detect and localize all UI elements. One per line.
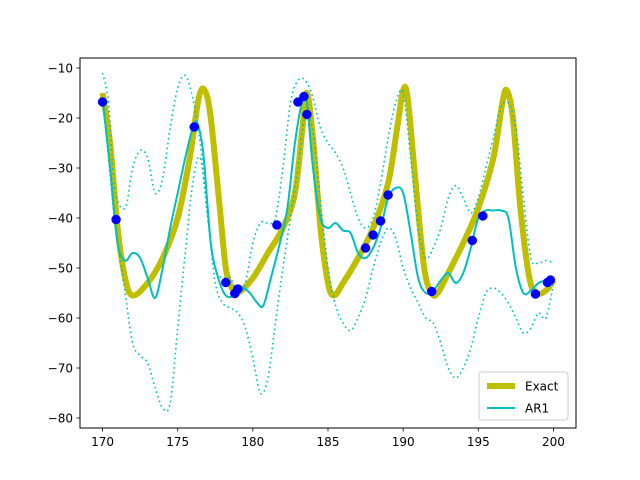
data-point-marker bbox=[272, 220, 282, 230]
data-point-marker bbox=[530, 289, 541, 299]
x-tick-label: 180 bbox=[241, 435, 264, 449]
data-point-marker bbox=[293, 97, 303, 107]
series-line-exact bbox=[99, 83, 556, 299]
x-tick-label: 170 bbox=[91, 435, 114, 449]
data-point-marker bbox=[426, 286, 437, 297]
y-tick-label: −30 bbox=[48, 161, 73, 175]
legend: Exact AR1 bbox=[478, 371, 569, 421]
data-point-marker bbox=[221, 277, 231, 288]
band-lower-line bbox=[101, 97, 555, 413]
data-point-marker bbox=[360, 243, 371, 253]
data-point-marker bbox=[375, 216, 386, 226]
data-point-marker bbox=[299, 91, 309, 102]
y-axis: −80 −70 −60 −50 −40 −30 −20 −10 bbox=[48, 61, 80, 425]
y-tick-label: −80 bbox=[48, 411, 73, 425]
data-point-marker bbox=[368, 230, 378, 240]
data-point-marker bbox=[233, 284, 243, 294]
data-point-marker bbox=[478, 211, 488, 221]
x-tick-label: 195 bbox=[467, 435, 490, 449]
data-point-marker bbox=[545, 275, 556, 285]
y-tick-label: −70 bbox=[48, 361, 73, 375]
legend-label-exact: Exact bbox=[525, 379, 559, 393]
x-axis: 170 175 180 185 190 195 200 bbox=[91, 428, 565, 449]
x-tick-label: 200 bbox=[542, 435, 565, 449]
y-tick-label: −40 bbox=[48, 211, 73, 225]
series-layer bbox=[97, 72, 556, 413]
x-tick-label: 175 bbox=[166, 435, 189, 449]
y-tick-label: −60 bbox=[48, 311, 73, 325]
x-tick-label: 190 bbox=[392, 435, 415, 449]
y-tick-label: −50 bbox=[48, 261, 73, 275]
legend-label-ar1: AR1 bbox=[525, 401, 549, 415]
data-point-marker bbox=[302, 109, 312, 120]
data-point-marker bbox=[189, 122, 199, 132]
data-point-marker bbox=[97, 97, 108, 107]
y-tick-label: −20 bbox=[48, 111, 73, 125]
data-point-marker bbox=[383, 190, 393, 200]
data-point-marker bbox=[467, 235, 478, 246]
data-point-marker bbox=[111, 214, 121, 225]
series-line-ar1 bbox=[101, 94, 554, 309]
x-tick-label: 185 bbox=[317, 435, 340, 449]
y-tick-label: −10 bbox=[48, 61, 73, 75]
